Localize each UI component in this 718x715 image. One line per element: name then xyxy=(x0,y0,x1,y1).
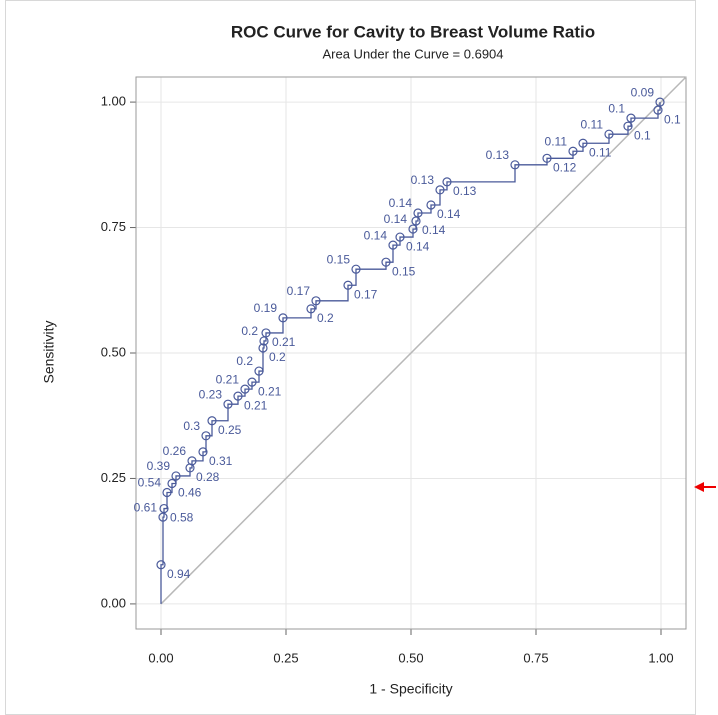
roc-point xyxy=(198,447,208,457)
roc-point xyxy=(233,391,243,401)
x-tick-label: 0.75 xyxy=(523,650,548,665)
roc-point xyxy=(435,185,445,195)
roc-point xyxy=(343,280,353,290)
roc-point xyxy=(351,264,361,274)
roc-point xyxy=(156,560,166,570)
roc-point xyxy=(261,328,271,338)
point-label: 0.14 xyxy=(389,196,413,210)
y-tick-label: 0.75 xyxy=(101,219,126,234)
roc-point xyxy=(623,121,633,131)
point-label: 0.14 xyxy=(422,223,446,237)
point-label: 0.2 xyxy=(269,350,286,364)
point-label: 0.14 xyxy=(364,228,388,242)
roc-point xyxy=(388,240,398,250)
roc-point xyxy=(201,431,211,441)
roc-point xyxy=(158,512,168,522)
point-label: 0.54 xyxy=(138,476,162,490)
y-axis-label: Sensitivity xyxy=(41,320,57,383)
reference-line xyxy=(160,76,687,605)
point-label: 0.15 xyxy=(327,252,351,266)
point-label: 0.21 xyxy=(272,335,296,349)
point-label: 0.11 xyxy=(545,134,568,148)
roc-point xyxy=(159,503,169,514)
point-label: 0.13 xyxy=(411,173,435,187)
point-label: 0.28 xyxy=(196,470,220,484)
x-tick-label: 1.00 xyxy=(648,650,673,665)
point-label: 0.3 xyxy=(183,419,200,433)
point-label: 0.19 xyxy=(254,301,278,315)
roc-point xyxy=(162,487,172,498)
point-label: 0.58 xyxy=(170,511,194,525)
plot-border xyxy=(135,76,687,630)
point-label: 0.1 xyxy=(634,128,651,142)
roc-point xyxy=(247,377,257,387)
roc-point xyxy=(413,208,423,218)
point-label: 0.17 xyxy=(287,284,311,298)
arrow-head xyxy=(694,482,704,492)
x-tick-label: 0.50 xyxy=(398,650,423,665)
point-label: 0.15 xyxy=(392,264,416,278)
point-label: 0.31 xyxy=(209,454,233,468)
roc-point xyxy=(408,224,418,234)
roc-point xyxy=(604,129,614,139)
point-label: 0.39 xyxy=(147,459,171,473)
roc-point xyxy=(187,456,197,466)
point-label: 0.11 xyxy=(581,117,604,131)
roc-point xyxy=(254,366,264,376)
point-label: 0.26 xyxy=(163,444,187,458)
point-label: 0.61 xyxy=(134,500,158,514)
red-arrow xyxy=(694,482,716,492)
point-label: 0.12 xyxy=(553,160,577,174)
roc-point xyxy=(207,416,217,426)
roc-point xyxy=(167,478,177,489)
roc-point xyxy=(626,113,636,123)
y-tick-label: 1.00 xyxy=(101,94,126,109)
roc-point xyxy=(426,200,436,210)
point-label: 0.21 xyxy=(244,398,268,412)
y-tick-label: 0.50 xyxy=(101,344,126,359)
roc-point xyxy=(655,97,665,107)
roc-point xyxy=(278,313,288,323)
roc-point xyxy=(240,384,250,394)
point-label: 0.1 xyxy=(664,112,681,126)
y-tick-label: 0.25 xyxy=(101,470,126,485)
point-label: 0.14 xyxy=(437,207,461,221)
point-label: 0.21 xyxy=(216,372,240,386)
roc-point xyxy=(542,153,552,163)
point-label: 0.09 xyxy=(631,85,655,99)
roc-point xyxy=(568,146,578,156)
roc-point xyxy=(306,304,316,314)
point-label: 0.2 xyxy=(317,311,334,325)
roc-point xyxy=(395,232,405,242)
chart-title: ROC Curve for Cavity to Breast Volume Ra… xyxy=(231,22,595,41)
point-label: 0.14 xyxy=(384,212,408,226)
roc-point xyxy=(442,177,452,187)
point-label: 0.14 xyxy=(406,239,430,253)
x-axis-label: 1 - Specificity xyxy=(369,681,452,697)
point-label: 0.2 xyxy=(236,354,253,368)
point-label: 0.11 xyxy=(589,145,612,159)
x-tick-label: 0.00 xyxy=(148,650,173,665)
roc-point xyxy=(258,343,268,353)
roc-point xyxy=(381,257,391,267)
roc-point xyxy=(578,138,588,148)
point-label: 0.13 xyxy=(453,184,477,198)
point-label: 0.46 xyxy=(178,486,202,500)
y-tick-label: 0.00 xyxy=(101,595,126,610)
point-label: 0.94 xyxy=(167,567,191,581)
x-tick-label: 0.25 xyxy=(273,650,298,665)
point-label: 0.13 xyxy=(486,148,510,162)
roc-point xyxy=(223,399,233,409)
point-label: 0.2 xyxy=(241,324,258,338)
roc-point xyxy=(510,160,520,170)
point-label: 0.1 xyxy=(608,101,625,115)
roc-point xyxy=(171,471,181,481)
point-label: 0.17 xyxy=(354,287,378,301)
roc-point xyxy=(311,296,321,306)
point-label: 0.25 xyxy=(218,423,242,437)
point-label: 0.23 xyxy=(199,387,223,401)
chart-subtitle: Area Under the Curve = 0.6904 xyxy=(322,46,503,61)
point-label: 0.21 xyxy=(258,384,282,398)
